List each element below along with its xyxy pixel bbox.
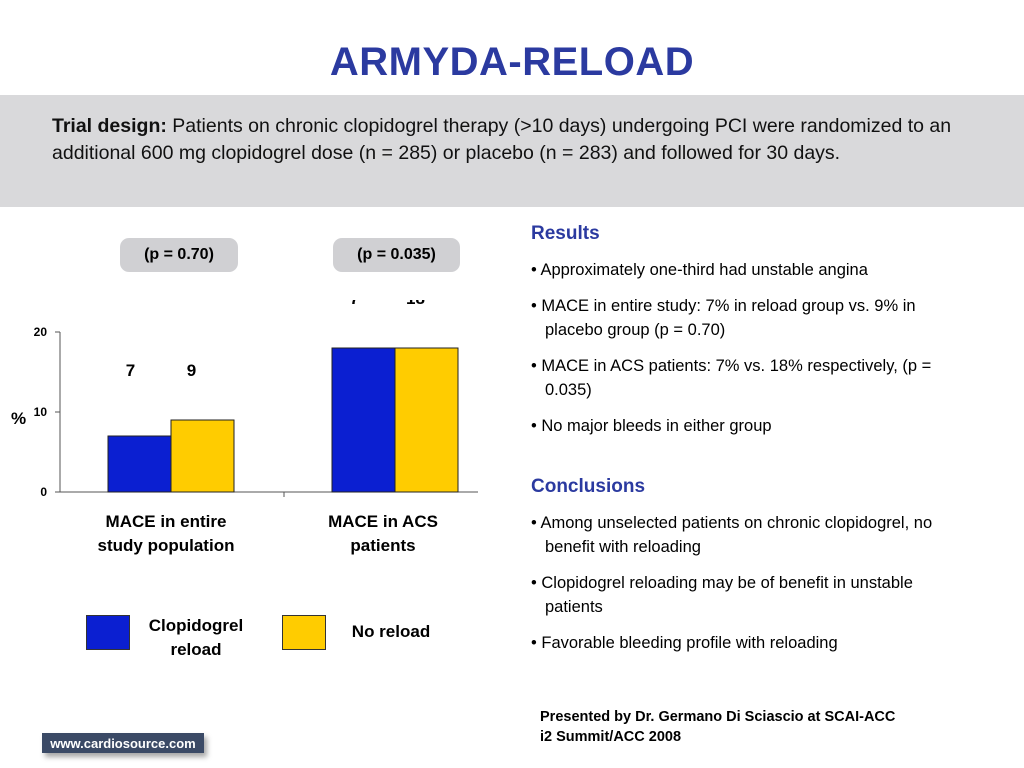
- bar-no-reload: [394, 347, 459, 493]
- conclusions-heading: Conclusions: [531, 476, 646, 497]
- legend-swatch-no-reload: [282, 615, 326, 650]
- data-label: 18: [406, 300, 425, 308]
- y-tick-label: 0: [40, 485, 47, 499]
- bar-reload: [107, 435, 172, 493]
- bar-chart: 0 10 20% 7 9 7 18: [11, 300, 478, 499]
- legend-label-reload: Clopidogrel reload: [148, 616, 244, 659]
- legend-label-no-reload: No reload: [351, 622, 431, 641]
- category-label-entire-study: MACE in entire study population: [97, 512, 235, 555]
- results-list: Approximately one-third had unstable ang…: [531, 258, 961, 450]
- conclusions-item: Clopidogrel reloading may be of benefit …: [531, 571, 961, 619]
- data-label: 7: [126, 361, 135, 380]
- bar-reload: [331, 347, 396, 493]
- results-item: No major bleeds in either group: [531, 414, 961, 438]
- y-tick-label: 10: [34, 405, 48, 419]
- y-tick-label: 20: [34, 325, 48, 339]
- data-label: 9: [187, 361, 196, 380]
- trial-design-text: Trial design: Patients on chronic clopid…: [52, 113, 972, 167]
- results-item: MACE in ACS patients: 7% vs. 18% respect…: [531, 354, 961, 402]
- trial-design-band: [0, 95, 1024, 207]
- trial-design-label: Trial design:: [52, 115, 167, 137]
- presented-by: Presented by Dr. Germano Di Sciascio at …: [540, 709, 896, 745]
- p-value-box-2: (p = 0.035): [333, 238, 460, 272]
- results-heading: Results: [531, 223, 600, 244]
- page-title: ARMYDA-RELOAD: [329, 40, 695, 84]
- bar-no-reload: [170, 419, 235, 493]
- results-item: MACE in entire study: 7% in reload group…: [531, 294, 961, 342]
- category-label-acs: MACE in ACS patients: [328, 512, 438, 555]
- cardiosource-logo[interactable]: www.cardiosource.com: [42, 733, 204, 753]
- p-value-box-1: (p = 0.70): [120, 238, 238, 272]
- y-axis-label: %: [11, 409, 26, 428]
- conclusions-item: Among unselected patients on chronic clo…: [531, 511, 961, 559]
- legend-swatch-reload: [86, 615, 130, 650]
- data-label: 7: [350, 300, 359, 308]
- results-item: Approximately one-third had unstable ang…: [531, 258, 961, 282]
- conclusions-list: Among unselected patients on chronic clo…: [531, 511, 961, 667]
- trial-design-body: Patients on chronic clopidogrel therapy …: [52, 115, 952, 164]
- conclusions-item: Favorable bleeding profile with reloadin…: [531, 631, 961, 655]
